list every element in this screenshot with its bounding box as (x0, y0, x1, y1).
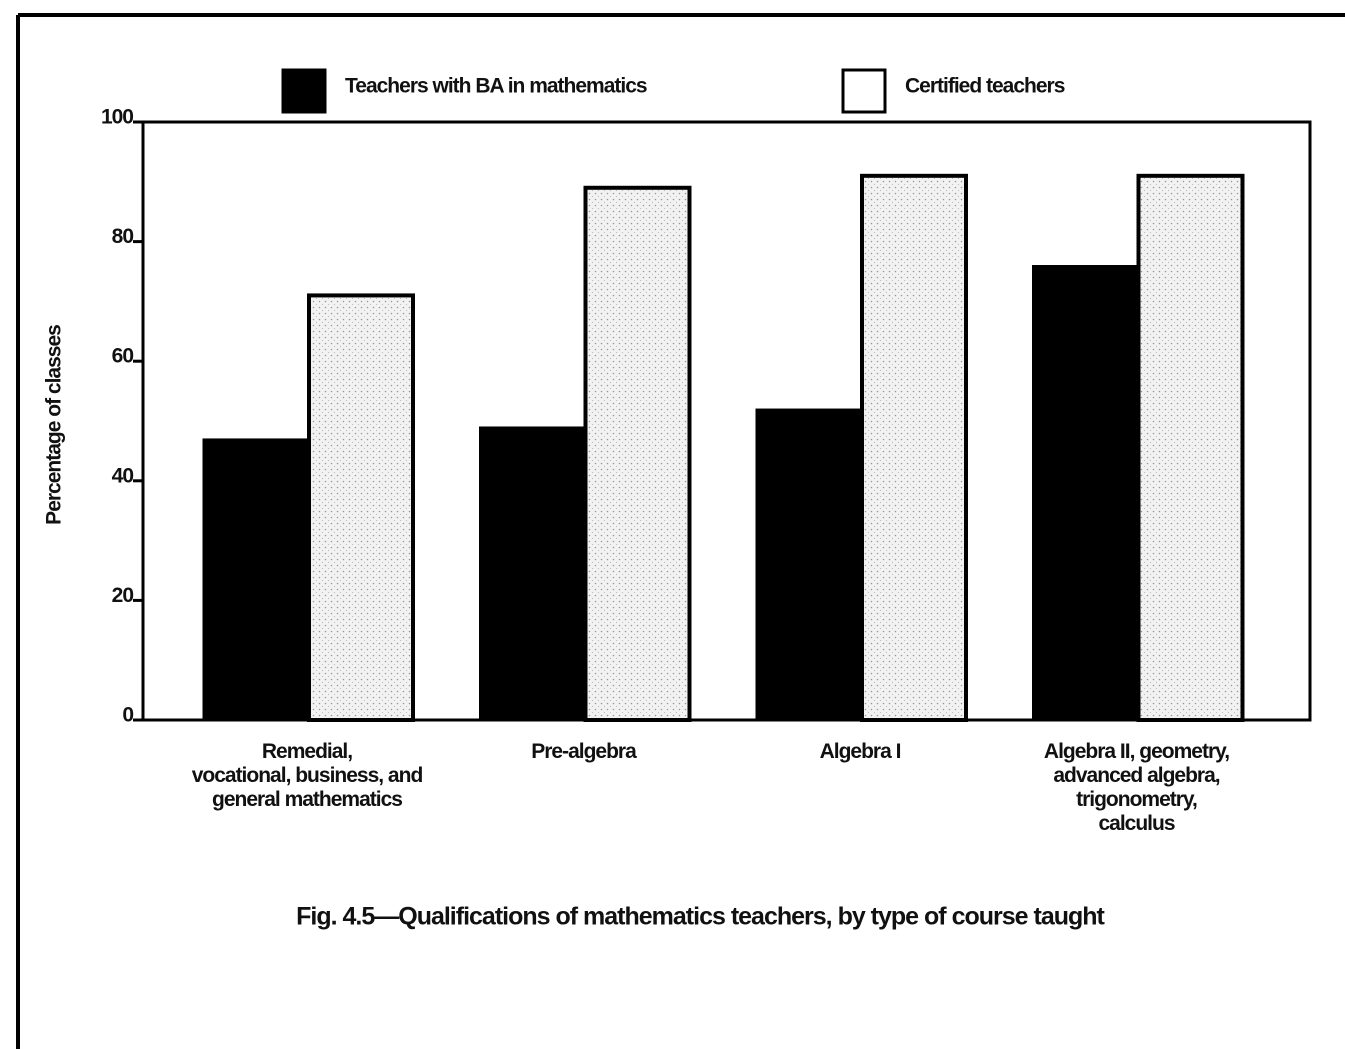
y-tick-label: 0 (122, 704, 133, 727)
x-tick-label-line: Pre-algebra (531, 740, 637, 763)
y-tick-label: 40 (112, 464, 134, 487)
bar (755, 408, 861, 721)
y-tick-label: 80 (112, 225, 134, 248)
x-tick-label-line: calculus (1098, 812, 1174, 835)
x-tick-label-line: trigonometry, (1076, 788, 1197, 811)
legend-swatch (281, 68, 327, 114)
bar (202, 438, 308, 721)
x-tick-label-line: general mathematics (212, 788, 402, 811)
x-tick-label: Pre-algebra (531, 740, 637, 763)
bar (479, 426, 584, 721)
x-tick-label-line: Algebra I (820, 740, 901, 763)
plot-frame (141, 120, 1312, 722)
bar (307, 293, 415, 722)
legend-label: Teachers with BA in mathematics (345, 75, 647, 98)
bar (583, 185, 692, 722)
x-tick-label-line: Remedial, (262, 740, 352, 763)
x-tick-label: Remedial, vocational, business, and genera… (192, 740, 423, 811)
x-tick-label: Algebra I (820, 740, 901, 763)
x-tick-label-line: vocational, business, and (192, 764, 423, 787)
y-tick-label: 60 (112, 345, 134, 368)
y-tick-label: 100 (101, 106, 133, 129)
y-axis-label: Percentage of classes (43, 325, 66, 525)
x-tick-label-line: advanced algebra, (1053, 764, 1219, 787)
bar (1032, 265, 1137, 721)
chart-title: Fig. 4.5—Qualifications of mathematics t… (296, 903, 1105, 931)
x-tick-label-line: Algebra II, geometry, (1044, 740, 1229, 763)
x-tick-label: Algebra II, geometry, advanced algebra, tr… (1044, 740, 1229, 835)
bar (860, 173, 968, 722)
legend-swatch (841, 68, 887, 114)
y-tick-label: 20 (112, 584, 134, 607)
legend-label: Certified teachers (905, 75, 1065, 98)
bar (1136, 173, 1245, 722)
